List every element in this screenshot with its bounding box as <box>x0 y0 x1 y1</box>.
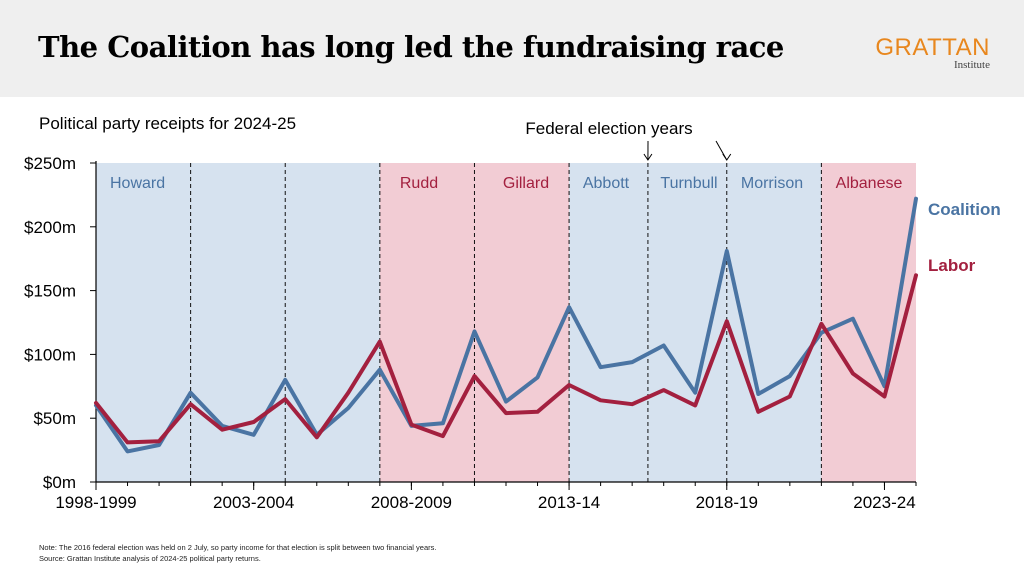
series-label-labor: Labor <box>928 256 976 275</box>
period-label: Howard <box>110 175 165 192</box>
x-tick-label: 2003-2004 <box>213 493 294 512</box>
y-tick-label: $200m <box>24 218 76 237</box>
y-tick-label: $50m <box>33 409 76 428</box>
x-tick-label: 2008-2009 <box>371 493 452 512</box>
x-tick-label: 2013-14 <box>538 493 600 512</box>
chart-title: The Coalition has long led the fundraisi… <box>38 30 784 64</box>
period-band <box>569 163 648 482</box>
annotation-arrowhead <box>722 153 732 161</box>
x-tick-label: 2023-24 <box>853 493 915 512</box>
series-label-coalition: Coalition <box>928 200 1001 219</box>
period-band <box>96 163 380 482</box>
period-band <box>821 163 916 482</box>
annotation-arrowhead <box>643 153 653 161</box>
chart-notes: Note: The 2016 federal election was held… <box>39 542 436 564</box>
chart-subtitle: Political party receipts for 2024-25 <box>39 114 297 133</box>
period-label: Rudd <box>400 175 438 192</box>
y-tick-label: $100m <box>24 345 76 364</box>
y-tick-label: $0m <box>43 473 76 492</box>
period-band <box>474 163 570 482</box>
period-label: Morrison <box>741 175 803 192</box>
x-tick-label: 1998-1999 <box>55 493 136 512</box>
period-label: Turnbull <box>660 175 717 192</box>
x-tick-label: 2018-19 <box>696 493 758 512</box>
header-bar <box>0 0 1024 97</box>
grattan-logo: GRATTAN Institute <box>860 34 990 74</box>
period-label: Abbott <box>583 175 630 192</box>
period-label: Albanese <box>836 175 903 192</box>
period-band <box>647 163 727 482</box>
source-text: Source: Grattan Institute analysis of 20… <box>39 554 261 563</box>
period-label: Gillard <box>503 175 549 192</box>
period-band <box>379 163 475 482</box>
annotation-text: Federal election years <box>525 119 692 138</box>
y-tick-label: $250m <box>24 154 76 173</box>
series-line-labor <box>94 273 918 445</box>
note-text: Note: The 2016 federal election was held… <box>39 543 437 552</box>
y-tick-label: $150m <box>24 282 76 301</box>
logo-subtext: Institute <box>953 59 990 71</box>
logo-wordmark: GRATTAN <box>875 34 990 61</box>
